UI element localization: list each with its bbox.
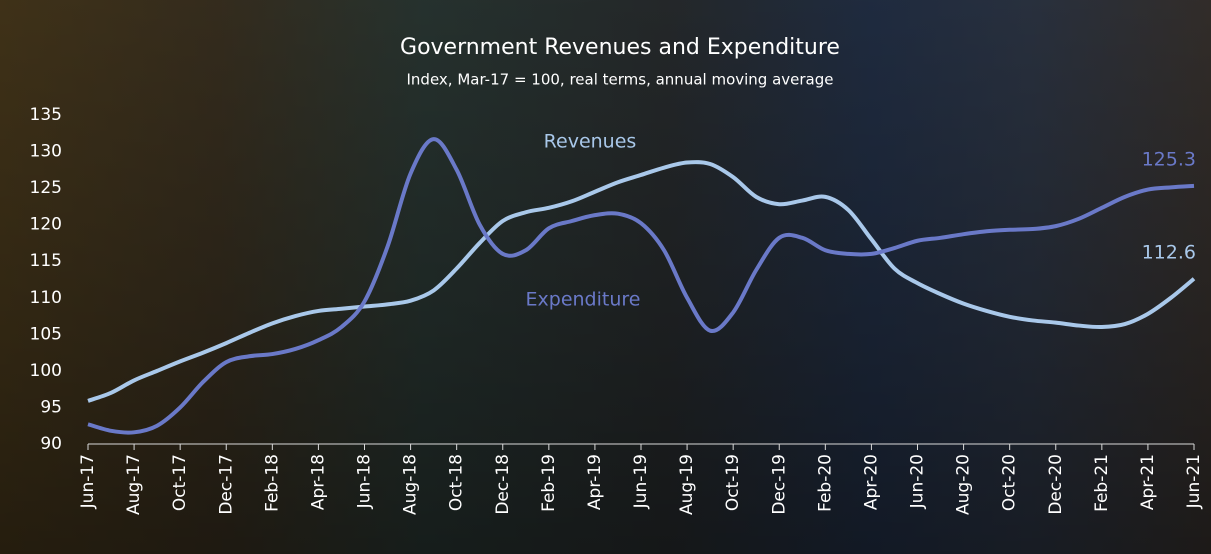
- series-label: Revenues: [544, 131, 637, 153]
- x-tick-label: Apr-19: [585, 454, 605, 510]
- x-tick-label: Feb-21: [1092, 454, 1112, 512]
- y-tick-label: 135: [30, 105, 62, 125]
- x-tick-label: Oct-18: [447, 454, 467, 511]
- x-tick-label: Oct-20: [1000, 454, 1020, 511]
- x-tick-label: Dec-17: [216, 454, 236, 515]
- x-tick-label: Apr-21: [1138, 454, 1158, 510]
- series-label: Expenditure: [526, 289, 641, 311]
- series-line: [88, 139, 1194, 433]
- x-tick-label: Dec-20: [1046, 454, 1066, 515]
- x-tick-label: Aug-20: [954, 454, 974, 515]
- x-tick-label: Jun-18: [355, 454, 375, 509]
- end-value-label: 112.6: [1142, 241, 1196, 263]
- x-tick-label: Oct-17: [170, 454, 190, 511]
- x-tick-label: Jun-19: [631, 454, 651, 509]
- x-tick-label: Jun-21: [1184, 454, 1204, 509]
- y-tick-label: 125: [30, 178, 62, 198]
- x-tick-label: Dec-19: [769, 454, 789, 515]
- end-value-label: 125.3: [1142, 148, 1196, 170]
- page: {"chart_data": {"type": "line", "title":…: [0, 0, 1211, 554]
- x-tick-label: Jun-20: [908, 454, 928, 509]
- chart-subtitle: Index, Mar-17 = 100, real terms, annual …: [407, 71, 834, 89]
- x-tick-label: Feb-20: [815, 454, 835, 512]
- x-tick-label: Aug-19: [677, 454, 697, 515]
- x-tick-label: Feb-19: [539, 454, 559, 512]
- x-tick-label: Aug-17: [124, 454, 144, 515]
- x-tick-label: Aug-18: [401, 454, 421, 515]
- y-tick-label: 120: [30, 215, 62, 235]
- x-tick-label: Apr-20: [861, 454, 881, 510]
- y-tick-label: 130: [30, 142, 62, 162]
- y-tick-label: 90: [40, 434, 62, 454]
- x-tick-label: Dec-18: [493, 454, 513, 515]
- y-tick-label: 110: [30, 288, 62, 308]
- x-tick-label: Feb-18: [262, 454, 282, 512]
- series-line: [88, 162, 1194, 401]
- x-tick-label: Apr-18: [308, 454, 328, 510]
- y-tick-label: 100: [30, 361, 62, 381]
- chart-title: Government Revenues and Expenditure: [400, 35, 840, 60]
- y-tick-label: 105: [30, 324, 62, 344]
- y-tick-label: 95: [40, 397, 62, 417]
- x-tick-label: Oct-19: [723, 454, 743, 511]
- x-tick-label: Jun-17: [78, 454, 98, 509]
- y-tick-label: 115: [30, 251, 62, 271]
- chart: Government Revenues and Expenditure Inde…: [0, 0, 1211, 554]
